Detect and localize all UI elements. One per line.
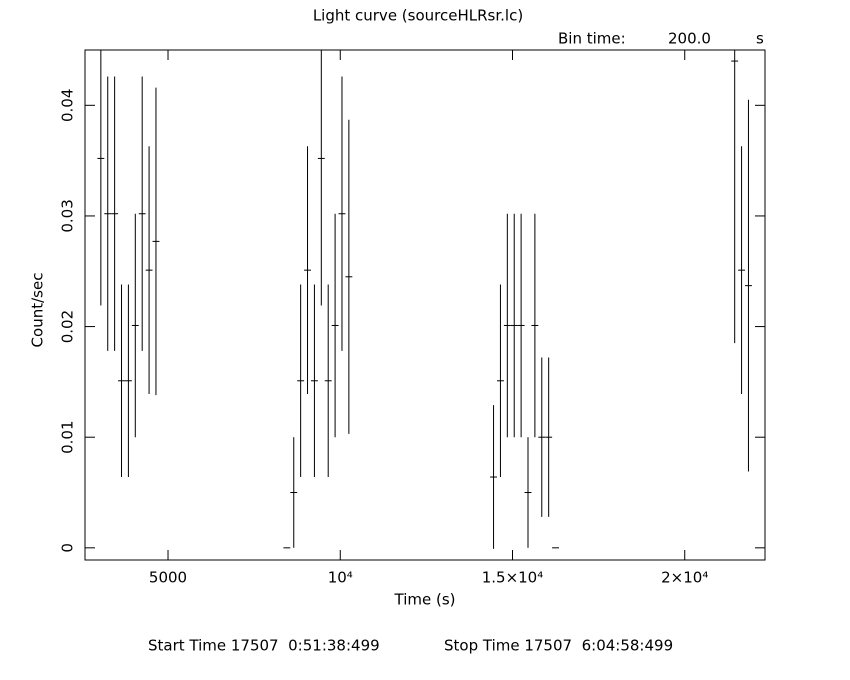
x-tick-label: 5000 [149,569,187,587]
y-tick-label: 0.03 [59,199,77,232]
x-tick-label: 1.5×10⁴ [482,569,544,587]
x-axis-label: Time (s) [394,591,456,609]
y-tick-label: 0 [59,543,77,553]
y-axis-label: Count/sec [29,273,47,348]
chart-title: Light curve (sourceHLRsr.lc) [313,7,523,25]
bin-unit: s [756,30,764,48]
x-tick-label: 2×10⁴ [661,569,708,587]
bin-value: 200.0 [668,30,711,48]
bin-label: Bin time: [558,30,626,48]
stop-time: Stop Time 17507 6:04:58:499 [444,637,673,655]
y-tick-label: 0.01 [59,420,77,453]
y-tick-label: 0.02 [59,310,77,343]
data-points [97,50,752,549]
start-time: Start Time 17507 0:51:38:499 [148,637,380,655]
x-tick-label: 10⁴ [328,569,353,587]
plot-frame [84,49,766,561]
y-tick-label: 0.04 [59,89,77,122]
